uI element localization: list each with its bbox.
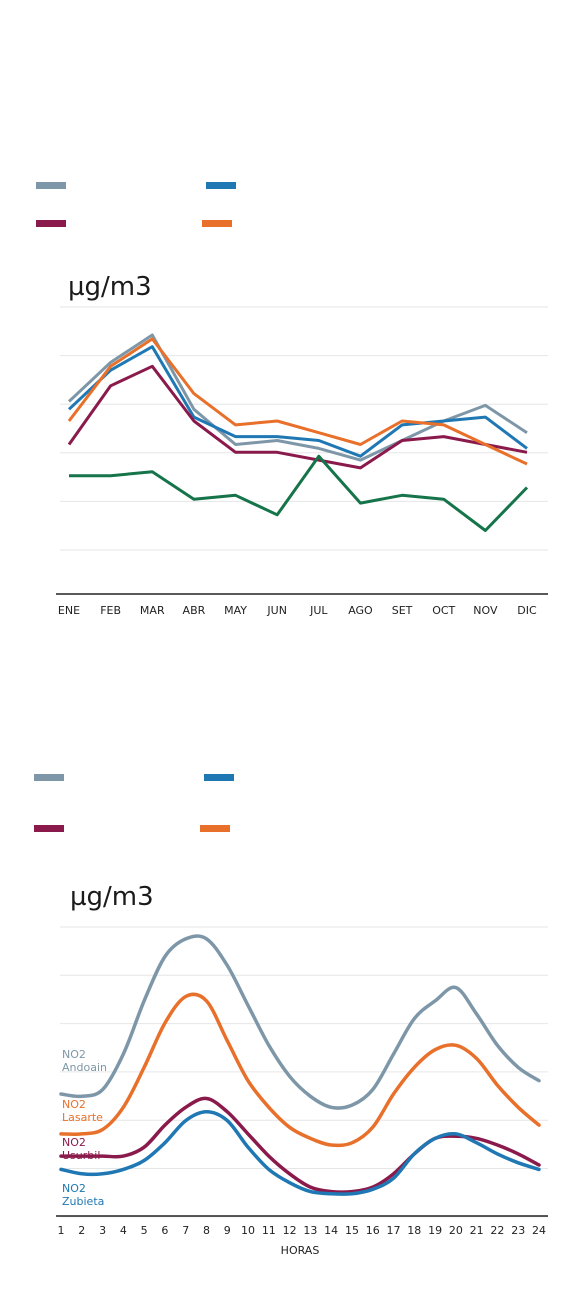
series-line-blue [67,345,528,458]
chart1-unit-label: µg/m3 [68,272,152,302]
legend2-swatch-orange [200,825,230,832]
x-tick-label: 1 [58,1224,65,1237]
legend-swatch-orange [202,220,232,227]
series-label: NO2 Usurbil [62,1136,100,1162]
monthly-line-chart: ENE FEB MAR ABR MAY JUN JUL AGO SET OCT NOV DIC [56,306,548,617]
x-tick-label: 14 [324,1224,338,1237]
series-line-maroon [59,1096,541,1194]
x-tick-label: 3 [99,1224,106,1237]
chart2-unit-label: µg/m3 [70,882,154,912]
x-tick-label: 13 [303,1224,317,1237]
legend-swatch-blue [206,182,236,189]
series-line-orange [59,992,541,1148]
x-tick-label: 16 [366,1224,380,1237]
x-tick-label: 22 [490,1224,504,1237]
x-tick-label: 12 [283,1224,297,1237]
legend-swatch-gray [36,182,66,189]
x-tick-label: 24 [532,1224,546,1237]
series-label: NO2 Andoain [62,1048,107,1074]
legend2-swatch-gray [34,774,64,781]
x-tick-label: 19 [428,1224,442,1237]
x-tick-label: 10 [241,1224,255,1237]
series-line-blue [59,1110,541,1196]
x-tick-label: 4 [120,1224,127,1237]
series-line-orange [67,337,528,466]
x-tick-label: NOV [473,604,498,617]
x-tick-label: 11 [262,1224,276,1237]
series-label: NO2 Zubieta [62,1182,104,1208]
series-line-maroon [67,364,528,470]
x-axis-title: HORAS [281,1244,320,1257]
series-line-gray [59,934,541,1110]
x-tick-label: 18 [407,1224,421,1237]
x-tick-label: ABR [183,604,206,617]
x-tick-label: 9 [224,1224,231,1237]
x-tick-label: MAR [140,604,165,617]
x-tick-label: JUN [266,604,287,617]
x-tick-label: FEB [100,604,121,617]
x-tick-label: ENE [58,604,80,617]
series-line-green [69,454,529,532]
legend2-swatch-maroon [34,825,64,832]
legend2-swatch-blue [204,774,234,781]
x-tick-label: 7 [182,1224,189,1237]
x-tick-label: MAY [224,604,247,617]
x-tick-label: DIC [517,604,537,617]
x-tick-label: 15 [345,1224,359,1237]
x-tick-label: 5 [141,1224,148,1237]
x-tick-label: 20 [449,1224,463,1237]
x-tick-label: 6 [161,1224,168,1237]
x-tick-label: 23 [511,1224,525,1237]
x-tick-label: 17 [387,1224,401,1237]
series-line-gray [67,333,528,462]
x-tick-label: AGO [348,604,373,617]
series-label: NO2 Lasarte [62,1098,103,1124]
x-tick-label: 21 [470,1224,484,1237]
x-tick-label: 8 [203,1224,210,1237]
x-tick-label: JUL [309,604,328,617]
legend-swatch-maroon [36,220,66,227]
x-tick-label: SET [392,604,413,617]
x-tick-label: 2 [78,1224,85,1237]
x-tick-label: OCT [432,604,455,617]
